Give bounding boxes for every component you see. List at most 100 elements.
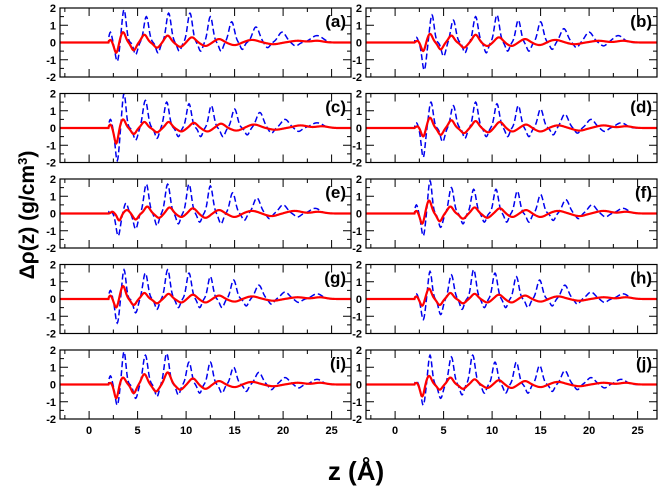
- series-dashed-line: [60, 183, 351, 238]
- y-tick-label: -2: [46, 414, 56, 426]
- y-tick-label: 0: [356, 123, 362, 135]
- panel-frame: [59, 263, 352, 335]
- y-tick-label: 1: [356, 191, 362, 203]
- x-tick-label: 5: [441, 425, 447, 437]
- series-solid-line: [60, 118, 351, 145]
- panel-c: -2 -1 0 1 2 (c): [46, 89, 352, 170]
- y-tick-label: 2: [356, 89, 362, 101]
- series-dashed-line: [366, 353, 657, 407]
- series-dashed-line: [60, 268, 351, 325]
- series-solid-line: [366, 199, 657, 225]
- series-dashed-line: [366, 179, 657, 238]
- panel-frame: [365, 92, 658, 164]
- y-tick-label: 0: [356, 209, 362, 221]
- y-tick-label: -1: [352, 397, 362, 409]
- y-tick-label: 2: [50, 3, 56, 15]
- y-tick-label: 2: [356, 174, 362, 186]
- panel-g: -2 -1 0 1 2 (g): [46, 260, 352, 341]
- y-tick-label: 0: [50, 38, 56, 50]
- y-tick-label: 1: [356, 277, 362, 289]
- series-dashed-line: [60, 8, 351, 63]
- panel-label: (g): [324, 269, 346, 288]
- y-tick-label: -1: [46, 311, 56, 323]
- panel-d: -2 -1 0 1 2 (d): [352, 89, 658, 170]
- y-tick-label: -2: [46, 72, 56, 84]
- y-tick-label: 0: [50, 123, 56, 135]
- series-solid-line: [60, 30, 351, 54]
- panel-a: -2 -1 0 1 2 (a): [46, 3, 352, 84]
- x-tick-label: 15: [534, 425, 546, 437]
- y-axis-title: Δρ(z) (g/cm3): [15, 151, 40, 280]
- y-tick-label: 0: [50, 380, 56, 392]
- panel-frame: [365, 263, 658, 335]
- y-tick-label: 2: [356, 260, 362, 272]
- y-tick-label: -1: [46, 55, 56, 67]
- y-axis-title-main: Δρ(z) (g/cm: [16, 165, 39, 279]
- y-tick-label: 0: [50, 294, 56, 306]
- x-tick-label: 0: [86, 425, 92, 437]
- series-solid-line: [60, 205, 351, 222]
- y-tick-label: 1: [50, 20, 56, 32]
- panel-label: (a): [325, 12, 346, 31]
- y-tick-label: 1: [356, 362, 362, 374]
- series-solid-line: [366, 287, 657, 307]
- y-tick-label: 1: [50, 277, 56, 289]
- series-solid-line: [366, 374, 657, 398]
- y-tick-label: -1: [352, 226, 362, 238]
- panel-e: -2 -1 0 1 2 (e): [46, 174, 352, 255]
- panel-f: -2 -1 0 1 2 (f): [352, 174, 658, 255]
- y-tick-label: 1: [50, 191, 56, 203]
- y-tick-label: -2: [46, 158, 56, 170]
- y-tick-label: 1: [356, 106, 362, 118]
- x-tick-label: 10: [486, 425, 498, 437]
- panel-frame: [59, 349, 352, 420]
- panel-label: (h): [630, 269, 652, 288]
- y-axis-title-close: ): [16, 151, 39, 158]
- x-tick-label: 20: [583, 425, 595, 437]
- panel-label: (f): [635, 183, 652, 202]
- y-tick-label: -1: [46, 226, 56, 238]
- panel-label: (c): [325, 98, 346, 117]
- panel-frame: [59, 7, 352, 78]
- y-tick-label: -2: [46, 329, 56, 341]
- x-tick-label: 25: [631, 425, 643, 437]
- y-tick-label: 2: [50, 345, 56, 357]
- x-tick-label: 25: [325, 425, 337, 437]
- y-tick-label: 2: [356, 3, 362, 15]
- y-tick-label: 2: [356, 345, 362, 357]
- panel-frame: [59, 92, 352, 164]
- y-tick-label: -2: [352, 329, 362, 341]
- panel-label: (b): [630, 12, 652, 31]
- panel-frame: [365, 349, 658, 420]
- y-tick-label: 2: [50, 174, 56, 186]
- y-tick-label: -1: [352, 311, 362, 323]
- y-tick-label: 0: [356, 294, 362, 306]
- series-solid-line: [366, 116, 657, 138]
- y-tick-label: -1: [46, 397, 56, 409]
- series-solid-line: [366, 32, 657, 53]
- x-tick-label: 15: [228, 425, 240, 437]
- panel-label: (j): [636, 354, 652, 373]
- panel-b: -2 -1 0 1 2 (b): [352, 3, 658, 84]
- series-dashed-line: [366, 100, 657, 159]
- y-tick-label: 1: [50, 362, 56, 374]
- y-tick-label: -2: [352, 158, 362, 170]
- panel-label: (i): [330, 354, 346, 373]
- y-tick-label: -2: [352, 243, 362, 255]
- y-tick-label: -1: [352, 55, 362, 67]
- y-tick-label: -2: [352, 414, 362, 426]
- y-tick-label: -2: [46, 243, 56, 255]
- x-tick-label: 0: [392, 425, 398, 437]
- x-tick-label: 20: [277, 425, 289, 437]
- y-tick-label: 2: [50, 260, 56, 272]
- series-dashed-line: [60, 350, 351, 407]
- y-tick-label: 1: [356, 20, 362, 32]
- series-solid-line: [60, 284, 351, 309]
- series-solid-line: [60, 371, 351, 400]
- y-tick-label: 2: [50, 89, 56, 101]
- panel-label: (d): [630, 98, 652, 117]
- panel-frame: [365, 7, 658, 78]
- panel-frame: [59, 178, 352, 249]
